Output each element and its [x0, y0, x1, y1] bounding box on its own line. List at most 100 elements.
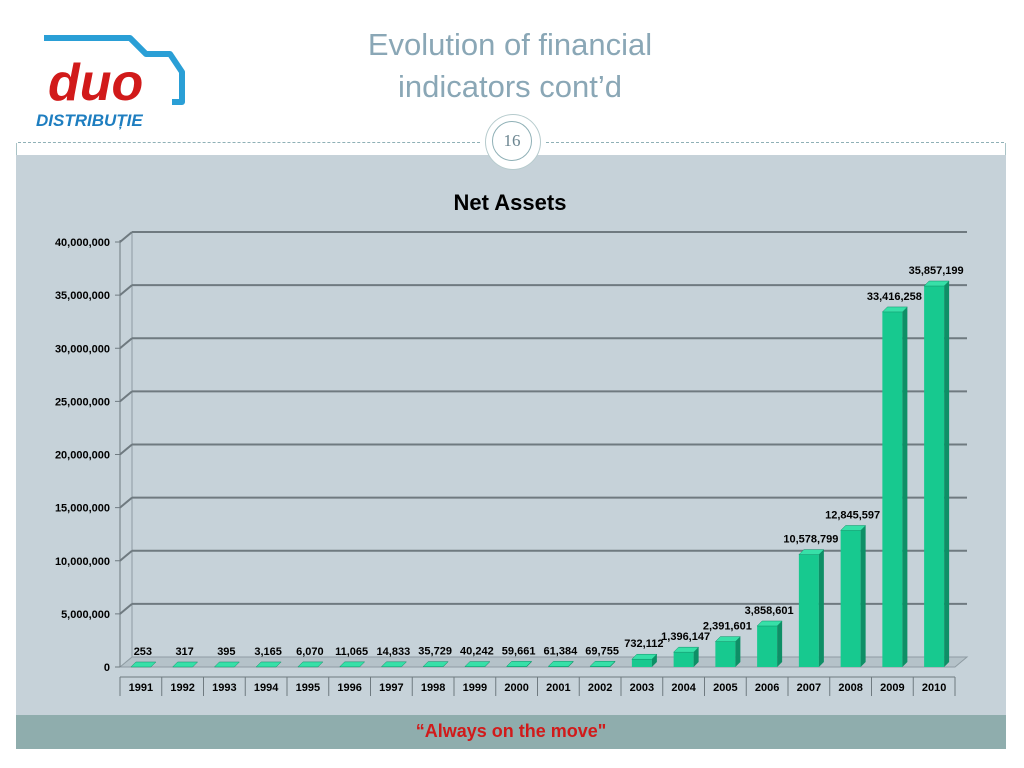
data-label: 35,729 [418, 646, 452, 658]
data-label: 35,857,199 [909, 265, 964, 277]
y-tick-label: 15,000,000 [55, 503, 110, 515]
footer-slogan: “Always on the move" [415, 721, 607, 741]
page-number-badge: 16 [486, 115, 540, 169]
gridline-slant [119, 603, 133, 615]
bar-top [881, 306, 908, 313]
bar-side [693, 647, 699, 667]
x-tick-label: 2004 [671, 682, 696, 694]
bar-top [213, 661, 240, 668]
bar-top [255, 661, 282, 668]
header-divider-left [18, 142, 480, 143]
bar-top [756, 620, 783, 627]
company-logo: duo DISTRIBUȚIE [36, 35, 185, 130]
page-number: 16 [492, 121, 532, 161]
bar [924, 286, 945, 667]
data-label: 395 [217, 646, 235, 658]
data-label: 61,384 [544, 645, 579, 657]
bar-top [589, 661, 616, 667]
bar [590, 666, 611, 667]
bar-top [172, 661, 199, 668]
x-tick-label: 1994 [254, 682, 279, 694]
bar-side [777, 621, 783, 667]
bar-side [651, 654, 657, 667]
gridline-slant [119, 549, 133, 562]
data-label: 10,578,799 [783, 534, 838, 546]
x-tick-label: 2002 [588, 682, 612, 694]
x-tick-label: 1997 [379, 682, 403, 694]
data-label: 14,833 [377, 646, 411, 658]
y-tick-label: 30,000,000 [55, 343, 110, 355]
x-tick-label: 2007 [797, 682, 821, 694]
bar-top [380, 661, 407, 668]
x-tick-label: 2010 [922, 682, 946, 694]
data-label: 6,070 [296, 646, 324, 658]
x-tick-label: 2000 [504, 682, 528, 694]
bar [757, 626, 778, 667]
x-tick-label: 1991 [129, 682, 153, 694]
bar [715, 641, 736, 667]
data-label: 69,755 [585, 645, 619, 657]
bar [798, 554, 819, 667]
data-label: 253 [134, 646, 152, 658]
bar-side [735, 636, 741, 667]
gridline-slant [119, 231, 133, 243]
chart-title: Net Assets [453, 190, 567, 215]
y-tick-label: 25,000,000 [55, 396, 110, 408]
bar-top [130, 661, 157, 668]
data-label: 12,845,597 [825, 510, 880, 522]
data-label: 1,396,147 [661, 631, 710, 643]
data-label: 3,165 [254, 646, 282, 658]
header-divider-right [546, 142, 1004, 143]
y-tick-label: 10,000,000 [55, 556, 110, 568]
bar-top [506, 661, 533, 667]
x-tick-label: 2006 [755, 682, 779, 694]
data-label: 33,416,258 [867, 291, 922, 303]
data-label: 317 [175, 646, 193, 658]
logo-main-text: duo [48, 54, 143, 112]
bar-side [944, 281, 950, 667]
net-assets-chart: 0 5,000,000 10,000,000 15,000,000 20,000,000… [55, 231, 969, 696]
data-label: 11,065 [335, 646, 368, 658]
gridline-slant [119, 390, 133, 403]
bar [631, 659, 652, 667]
bar-top [339, 661, 366, 668]
x-tick-label: 1995 [296, 682, 320, 694]
slide-title-line-2: indicators cont’d [397, 69, 622, 104]
bar [506, 666, 527, 667]
x-tick-label: 2005 [713, 682, 737, 694]
bar-side [902, 306, 908, 667]
bar [548, 666, 569, 667]
chart-floor [118, 656, 969, 668]
bar-top [547, 661, 574, 667]
bar-top [798, 549, 825, 555]
bar-top [714, 636, 741, 642]
slide-title-line-1: Evolution of financial [367, 27, 653, 62]
x-tick-label: 1992 [170, 682, 194, 694]
truck-outline-icon [44, 35, 185, 105]
y-tick-label: 35,000,000 [55, 290, 110, 302]
bar-top [923, 280, 950, 287]
x-tick-label: 1993 [212, 682, 236, 694]
gridline-slant [119, 284, 133, 296]
bar [673, 652, 694, 667]
x-tick-label: 1999 [463, 682, 487, 694]
bar-top [631, 653, 658, 660]
x-tick-label: 2003 [630, 682, 654, 694]
bar [840, 530, 861, 667]
x-tick-label: 1998 [421, 682, 445, 694]
x-tick-label: 2009 [880, 682, 904, 694]
bar-top [464, 661, 491, 667]
bar-top [840, 525, 867, 531]
data-label: 40,242 [460, 646, 494, 658]
bar-side [818, 549, 824, 667]
y-tick-label: 20,000,000 [55, 450, 110, 462]
x-tick-label: 2008 [838, 682, 862, 694]
x-tick-label: 1996 [337, 682, 361, 694]
bar-top [297, 661, 324, 668]
slide-title: Evolution of financial indicators cont’d [300, 24, 720, 108]
bar-side [860, 525, 866, 667]
footer-bar: “Always on the move" [16, 715, 1006, 749]
y-tick-label: 40,000,000 [55, 237, 110, 249]
x-tick-label: 2001 [546, 682, 570, 694]
gridline-slant [119, 443, 133, 456]
